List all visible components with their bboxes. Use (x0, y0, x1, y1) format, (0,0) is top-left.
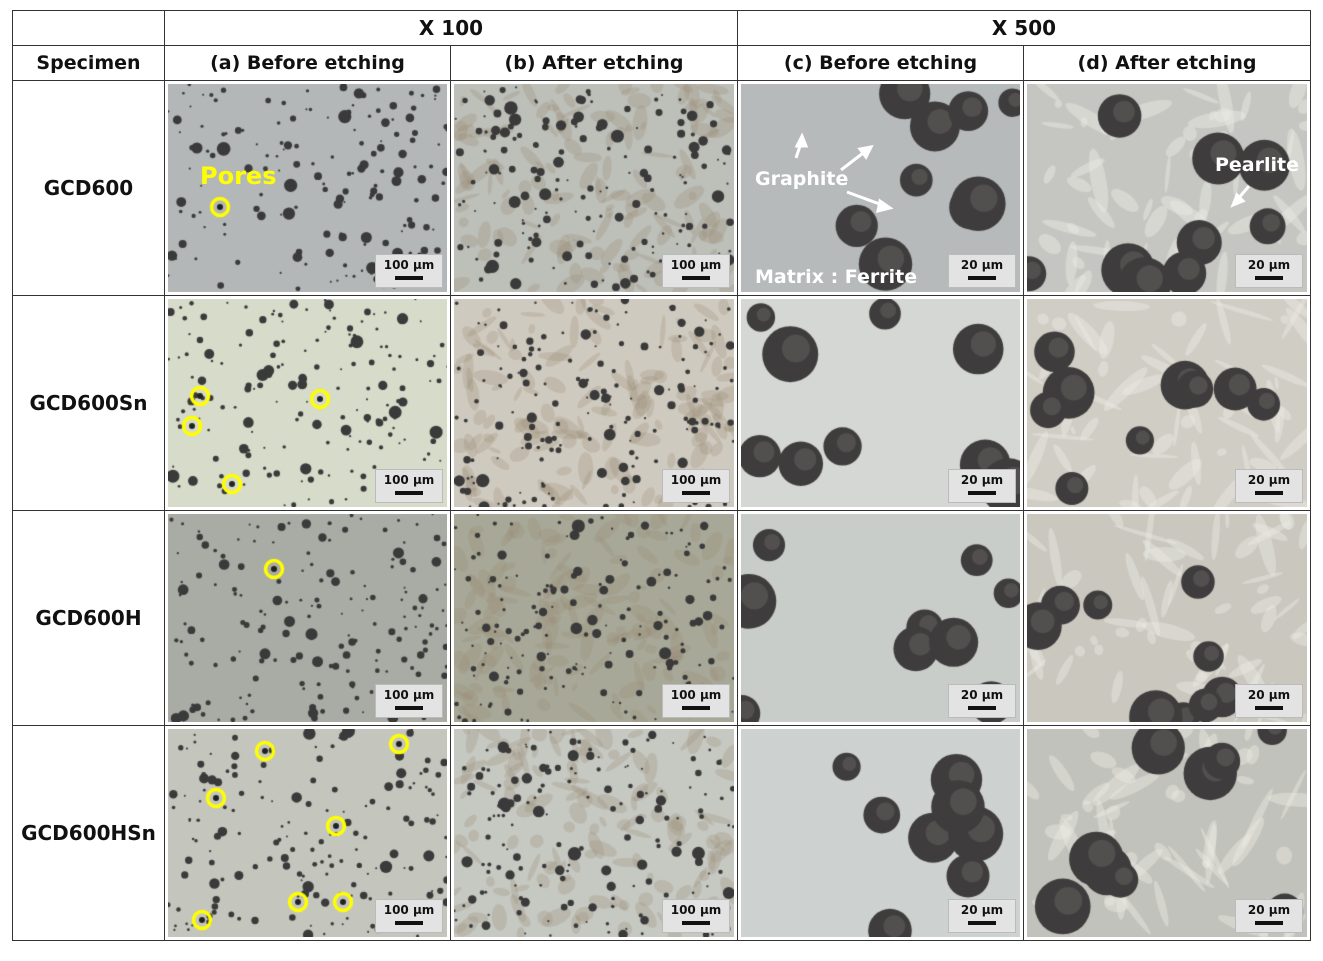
scale-bar: 100 µm (375, 899, 443, 933)
corner-cell (12, 10, 165, 46)
scale-bar-line (1255, 921, 1283, 925)
scale-bar-line (968, 921, 996, 925)
scale-bar-label: 100 µm (670, 258, 722, 272)
pearlite-label: Pearlite (1215, 154, 1299, 176)
micrograph-image: 20 µm Pearlite (1027, 84, 1307, 292)
micrograph-image: 20 µm (741, 299, 1020, 507)
micrograph-image: 20 µm (741, 514, 1020, 722)
scale-bar: 20 µm (948, 684, 1016, 718)
scale-bar: 100 µm (375, 684, 443, 718)
pores-label: Pores (200, 162, 277, 190)
micrograph-image: 100 µm (454, 84, 734, 292)
scale-bar-line (682, 276, 710, 280)
scale-bar-label: 100 µm (383, 473, 435, 487)
micrograph-cell: 20 µm (737, 725, 1024, 941)
micrograph-image: 100 µm (454, 729, 734, 937)
column-header-a: (a) Before etching (164, 45, 451, 81)
column-header-d: (d) After etching (1023, 45, 1311, 81)
micrograph-image: 100 µm (454, 299, 734, 507)
micrograph-image: 20 µm (1027, 299, 1307, 507)
micrograph-cell: 100 µm (450, 510, 738, 726)
scale-bar-line (395, 921, 423, 925)
micrograph-image: 20 µm (1027, 514, 1307, 722)
scale-bar-line (682, 491, 710, 495)
scale-bar-label: 20 µm (1247, 473, 1291, 487)
micrograph-cell: 100 µm (450, 295, 738, 511)
scale-bar-label: 20 µm (960, 688, 1004, 702)
specimen-name: GCD600Sn (12, 295, 165, 511)
scale-bar-label: 100 µm (670, 688, 722, 702)
group-header-x500: X 500 (737, 10, 1311, 46)
micrograph-image: 100 µm Pores (168, 84, 447, 292)
scale-bar-label: 20 µm (1247, 903, 1291, 917)
micrograph-cell: 20 µm (737, 510, 1024, 726)
scale-bar: 100 µm (662, 899, 730, 933)
scale-bar-label: 100 µm (383, 903, 435, 917)
micrograph-cell: 20 µm (737, 295, 1024, 511)
scale-bar: 20 µm (1235, 469, 1303, 503)
matrix-label: Matrix : Ferrite (755, 266, 918, 288)
group-header-x100: X 100 (164, 10, 738, 46)
scale-bar-line (395, 276, 423, 280)
scale-bar-line (395, 706, 423, 710)
scale-bar-line (968, 276, 996, 280)
specimen-name: GCD600 (12, 80, 165, 296)
micrograph-cell: 20 µm (1023, 510, 1311, 726)
scale-bar-line (1255, 276, 1283, 280)
scale-bar-line (968, 491, 996, 495)
micrograph-image: 100 µm (454, 514, 734, 722)
micrograph-cell: 100 µm (450, 80, 738, 296)
micrograph-cell: 20 µm Pearlite (1023, 80, 1311, 296)
scale-bar-line (1255, 491, 1283, 495)
arrow-icon (1230, 185, 1251, 208)
scale-bar: 100 µm (662, 469, 730, 503)
scale-bar-label: 20 µm (960, 258, 1004, 272)
arrow-icons (794, 132, 894, 214)
micrograph-image: 20 µm (741, 729, 1020, 937)
micrograph-cell: 100 µm (450, 725, 738, 941)
scale-bar: 20 µm (1235, 254, 1303, 288)
micrograph-image: 100 µm (168, 729, 447, 937)
scale-bar-line (395, 491, 423, 495)
scale-bar: 20 µm (948, 469, 1016, 503)
specimen-header: Specimen (12, 45, 165, 81)
scale-bar: 20 µm (948, 254, 1016, 288)
specimen-name: GCD600HSn (12, 725, 165, 941)
micrograph-cell: 20 µm (1023, 295, 1311, 511)
scale-bar: 100 µm (375, 254, 443, 288)
scale-bar-label: 100 µm (670, 473, 722, 487)
micrograph-cell: 20 µm (1023, 725, 1311, 941)
micrograph-cell: 100 µm Pores (164, 80, 451, 296)
micrograph-cell: 100 µm (164, 510, 451, 726)
graphite-label: Graphite (755, 168, 849, 190)
micrograph-cell: 100 µm (164, 295, 451, 511)
scale-bar-label: 100 µm (670, 903, 722, 917)
scale-bar-label: 20 µm (1247, 688, 1291, 702)
micrograph-cell: 20 µm Graphite Matrix : Ferrite (737, 80, 1024, 296)
scale-bar-line (968, 706, 996, 710)
scale-bar-label: 100 µm (383, 258, 435, 272)
micrograph-image: 20 µm (1027, 729, 1307, 937)
specimen-name: GCD600H (12, 510, 165, 726)
scale-bar-line (682, 921, 710, 925)
micrograph-image: 100 µm (168, 299, 447, 507)
scale-bar-label: 20 µm (1247, 258, 1291, 272)
scale-bar: 100 µm (375, 469, 443, 503)
scale-bar: 100 µm (662, 254, 730, 288)
scale-bar-label: 100 µm (383, 688, 435, 702)
scale-bar-label: 20 µm (960, 473, 1004, 487)
micrograph-image: 20 µm Graphite Matrix : Ferrite (741, 84, 1020, 292)
scale-bar-line (682, 706, 710, 710)
scale-bar: 20 µm (1235, 684, 1303, 718)
column-header-c: (c) Before etching (737, 45, 1024, 81)
micrograph-table: X 100 X 500 Specimen (a) Before etching … (12, 10, 1311, 941)
micrograph-cell: 100 µm (164, 725, 451, 941)
scale-bar: 20 µm (1235, 899, 1303, 933)
column-header-b: (b) After etching (450, 45, 738, 81)
micrograph-image: 100 µm (168, 514, 447, 722)
scale-bar-label: 20 µm (960, 903, 1004, 917)
scale-bar-line (1255, 706, 1283, 710)
scale-bar: 20 µm (948, 899, 1016, 933)
scale-bar: 100 µm (662, 684, 730, 718)
